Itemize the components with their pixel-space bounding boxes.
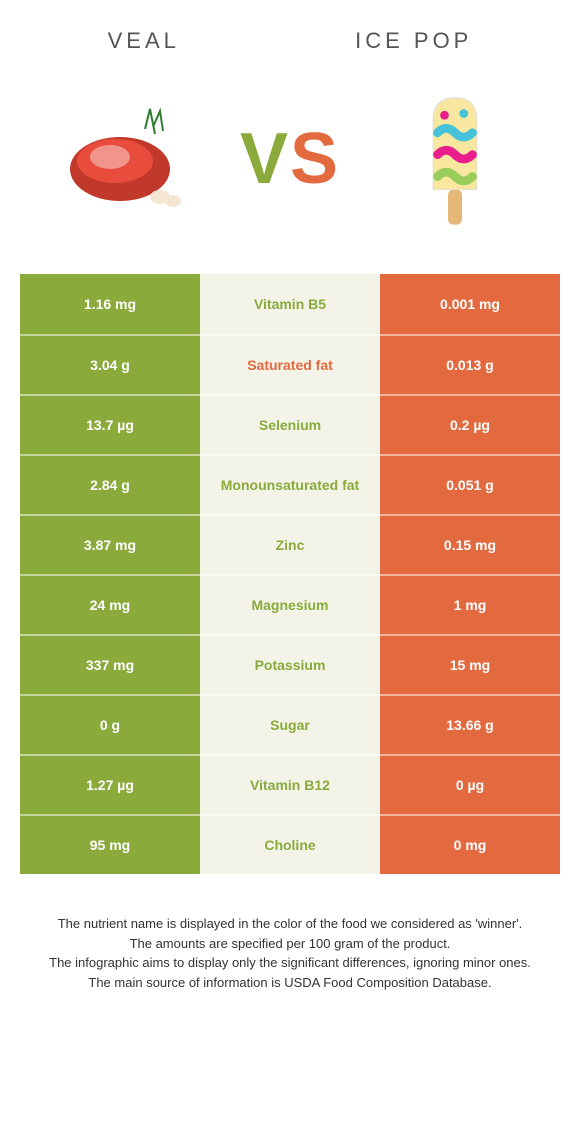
- cell-left-value: 2.84 g: [20, 454, 200, 514]
- cell-right-value: 0.013 g: [380, 334, 560, 394]
- table-row: 24 mgMagnesium1 mg: [20, 574, 560, 634]
- cell-nutrient-label: Zinc: [200, 514, 380, 574]
- table-row: 95 mgCholine0 mg: [20, 814, 560, 874]
- footer-notes: The nutrient name is displayed in the co…: [0, 874, 580, 992]
- cell-right-value: 13.66 g: [380, 694, 560, 754]
- table-row: 0 gSugar13.66 g: [20, 694, 560, 754]
- cell-nutrient-label: Vitamin B12: [200, 754, 380, 814]
- comparison-table: 1.16 mgVitamin B50.001 mg3.04 gSaturated…: [20, 274, 560, 874]
- veal-image: [50, 84, 200, 234]
- cell-right-value: 15 mg: [380, 634, 560, 694]
- cell-nutrient-label: Vitamin B5: [200, 274, 380, 334]
- cell-nutrient-label: Choline: [200, 814, 380, 874]
- icepop-icon: [385, 89, 525, 229]
- cell-left-value: 13.7 µg: [20, 394, 200, 454]
- cell-left-value: 95 mg: [20, 814, 200, 874]
- footer-line: The infographic aims to display only the…: [30, 953, 550, 973]
- header: Veal Ice pop: [0, 0, 580, 64]
- title-right: Ice pop: [355, 28, 472, 54]
- table-row: 2.84 gMonounsaturated fat0.051 g: [20, 454, 560, 514]
- hero: VS: [0, 64, 580, 264]
- cell-left-value: 3.04 g: [20, 334, 200, 394]
- cell-left-value: 24 mg: [20, 574, 200, 634]
- cell-nutrient-label: Monounsaturated fat: [200, 454, 380, 514]
- title-left: Veal: [108, 28, 180, 54]
- footer-line: The nutrient name is displayed in the co…: [30, 914, 550, 934]
- cell-right-value: 0 µg: [380, 754, 560, 814]
- cell-nutrient-label: Potassium: [200, 634, 380, 694]
- table-row: 13.7 µgSelenium0.2 µg: [20, 394, 560, 454]
- cell-left-value: 0 g: [20, 694, 200, 754]
- cell-left-value: 337 mg: [20, 634, 200, 694]
- cell-right-value: 0 mg: [380, 814, 560, 874]
- cell-nutrient-label: Sugar: [200, 694, 380, 754]
- footer-line: The amounts are specified per 100 gram o…: [30, 934, 550, 954]
- cell-left-value: 1.27 µg: [20, 754, 200, 814]
- cell-left-value: 1.16 mg: [20, 274, 200, 334]
- vs-label: VS: [240, 118, 340, 200]
- vs-v: V: [240, 119, 290, 199]
- cell-nutrient-label: Saturated fat: [200, 334, 380, 394]
- cell-right-value: 0.051 g: [380, 454, 560, 514]
- icepop-image: [380, 84, 530, 234]
- cell-left-value: 3.87 mg: [20, 514, 200, 574]
- table-row: 337 mgPotassium15 mg: [20, 634, 560, 694]
- table-row: 1.27 µgVitamin B120 µg: [20, 754, 560, 814]
- cell-right-value: 0.2 µg: [380, 394, 560, 454]
- cell-right-value: 0.15 mg: [380, 514, 560, 574]
- veal-icon: [55, 89, 195, 229]
- cell-right-value: 0.001 mg: [380, 274, 560, 334]
- cell-right-value: 1 mg: [380, 574, 560, 634]
- footer-line: The main source of information is USDA F…: [30, 973, 550, 993]
- table-row: 3.87 mgZinc0.15 mg: [20, 514, 560, 574]
- cell-nutrient-label: Magnesium: [200, 574, 380, 634]
- vs-s: S: [290, 119, 340, 199]
- cell-nutrient-label: Selenium: [200, 394, 380, 454]
- table-row: 1.16 mgVitamin B50.001 mg: [20, 274, 560, 334]
- table-row: 3.04 gSaturated fat0.013 g: [20, 334, 560, 394]
